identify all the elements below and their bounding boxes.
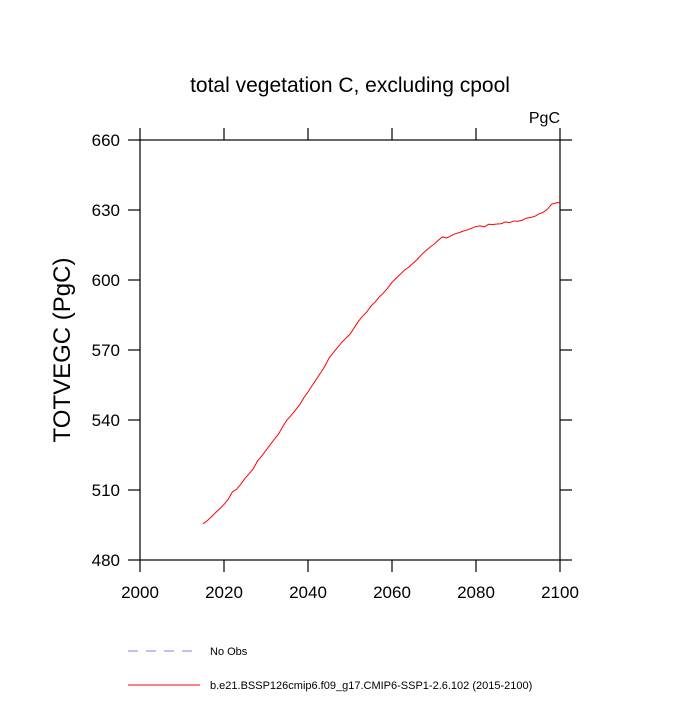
legend-label: b.e21.BSSP126cmip6.f09_g17.CMIP6-SSP1-2.… bbox=[210, 680, 532, 692]
x-tick-label: 2100 bbox=[541, 583, 579, 602]
x-tick-label: 2040 bbox=[289, 583, 327, 602]
y-tick-label: 630 bbox=[92, 201, 120, 220]
y-axis-label: TOTVEGC (PgC) bbox=[49, 258, 76, 443]
x-tick-label: 2020 bbox=[205, 583, 243, 602]
data-line bbox=[202, 201, 561, 525]
y-tick-label: 600 bbox=[92, 271, 120, 290]
y-tick-label: 570 bbox=[92, 341, 120, 360]
x-tick-label: 2060 bbox=[373, 583, 411, 602]
plot-frame bbox=[139, 139, 561, 561]
units-label: PgC bbox=[529, 110, 560, 127]
y-tick-label: 540 bbox=[92, 411, 120, 430]
legend-label: No Obs bbox=[210, 646, 248, 658]
x-tick-label: 2000 bbox=[121, 583, 159, 602]
y-tick-label: 510 bbox=[92, 481, 120, 500]
y-tick-label: 660 bbox=[92, 131, 120, 150]
x-tick-label: 2080 bbox=[457, 583, 495, 602]
chart-title: total vegetation C, excluding cpool bbox=[190, 74, 510, 97]
y-tick-label: 480 bbox=[92, 551, 120, 570]
